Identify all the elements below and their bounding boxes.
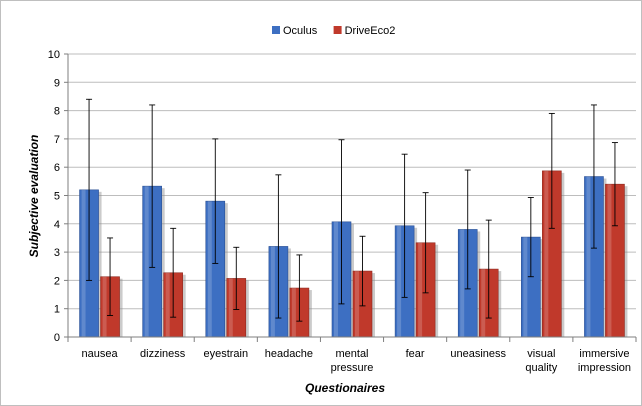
x-category-label: nausea (82, 348, 119, 360)
x-category-label: dizziness (140, 348, 186, 360)
bar-highlight (523, 237, 528, 337)
bar-highlight (81, 189, 86, 337)
x-category-label: pressure (331, 362, 374, 374)
bar-highlight (607, 184, 612, 337)
bar-highlight (165, 272, 170, 337)
y-tick-label: 2 (54, 275, 60, 287)
y-tick-label: 1 (54, 304, 60, 316)
y-tick-label: 4 (54, 219, 60, 231)
legend-label: Oculus (283, 25, 318, 37)
legend: Oculus DriveEco2 (272, 25, 395, 37)
axes (67, 54, 637, 342)
legend-swatch (272, 26, 280, 34)
x-category-label: mental (335, 348, 368, 360)
bar-highlight (228, 278, 233, 337)
error-bars (86, 98, 618, 322)
bar-highlight (102, 276, 107, 337)
x-category-label: headache (265, 348, 313, 360)
bar-highlight (544, 170, 549, 337)
bar-highlight (270, 246, 275, 337)
x-category-label: uneasiness (450, 348, 506, 360)
x-category-label: visual (527, 348, 555, 360)
y-tick-label: 0 (54, 332, 60, 344)
bar-highlight (207, 201, 212, 337)
x-category-labels: nausea dizziness eyestrain headache mental pr… (82, 348, 632, 374)
bars (79, 170, 628, 338)
grid (64, 53, 636, 338)
x-category-label: fear (406, 348, 425, 360)
x-category-label: quality (525, 362, 557, 374)
bar-highlight (460, 229, 465, 337)
bar-highlight (144, 186, 149, 337)
y-tick-label: 9 (54, 77, 60, 89)
bar-highlight (418, 242, 423, 337)
bar-highlight (334, 221, 338, 337)
legend-label: DriveEco2 (345, 25, 396, 37)
bar-highlight (291, 288, 296, 337)
y-axis-title: Subjective evaluation (27, 135, 41, 258)
bar-highlight (397, 225, 402, 337)
y-tick-label: 6 (54, 162, 60, 174)
bar-highlight (481, 269, 486, 337)
y-tick-label: 10 (48, 49, 60, 61)
x-category-label: impression (578, 362, 631, 374)
y-tick-label: 7 (54, 134, 60, 146)
y-tick-label: 3 (54, 247, 60, 259)
bar-highlight (355, 271, 359, 337)
legend-swatch (333, 26, 342, 34)
y-tick-label: 5 (54, 191, 60, 203)
x-category-label: eyestrain (203, 348, 248, 360)
bar-highlight (586, 176, 591, 337)
y-tick-label: 8 (54, 106, 60, 118)
y-tick-labels: 0 1 2 3 4 5 6 7 8 9 10 (48, 49, 60, 344)
x-axis-title: Questionaires (305, 381, 385, 395)
x-category-label: immersive (579, 348, 629, 360)
